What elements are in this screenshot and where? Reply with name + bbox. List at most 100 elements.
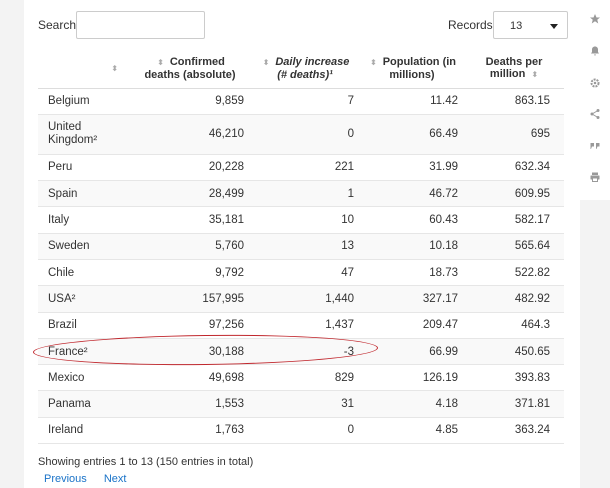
cell-population: 4.18: [360, 390, 464, 418]
cell-deaths-per-million: 522.82: [464, 259, 564, 287]
cell-confirmed-deaths: 20,228: [130, 154, 250, 182]
cell-confirmed-deaths: 5,760: [130, 233, 250, 260]
cell-confirmed-deaths: 1,553: [130, 390, 250, 418]
table-toolbar: Search: Records: 13: [38, 11, 580, 39]
table-row: Sweden 5,760 13 10.18 565.64: [38, 233, 564, 260]
cell-population: 10.18: [360, 233, 464, 260]
statistics-card: Search: Records: 13 ⬍ ⬍ Confirmed deaths …: [24, 0, 580, 488]
cell-country: USA²: [38, 285, 130, 313]
cell-country: Brazil: [38, 312, 130, 339]
column-header-daily-increase[interactable]: ⬍ Daily increase (# deaths)¹: [250, 50, 360, 89]
gear-icon[interactable]: [582, 70, 608, 96]
table-row: Spain 28,499 1 46.72 609.95: [38, 180, 564, 208]
bell-icon[interactable]: [582, 38, 608, 64]
cell-population: 31.99: [360, 154, 464, 182]
cell-confirmed-deaths: 46,210: [130, 114, 250, 155]
sort-arrows-icon: ⬍: [262, 58, 270, 68]
cell-population: 18.73: [360, 259, 464, 287]
cell-deaths-per-million: 482.92: [464, 285, 564, 313]
table-row: Mexico 49,698 829 126.19 393.83: [38, 364, 564, 392]
cell-daily-increase: 1,440: [250, 285, 360, 313]
cell-country: Belgium: [38, 88, 130, 115]
cell-daily-increase: 31: [250, 390, 360, 418]
cell-country: Italy: [38, 206, 130, 234]
cell-deaths-per-million: 393.83: [464, 364, 564, 392]
table-row: Belgium 9,859 7 11.42 863.15: [38, 88, 564, 115]
table-header-row: ⬍ ⬍ Confirmed deaths (absolute) ⬍ Daily in…: [38, 50, 564, 89]
cell-country: Panama: [38, 390, 130, 418]
cell-population: 66.49: [360, 114, 464, 155]
cell-country: Peru: [38, 154, 130, 182]
table-row: Italy 35,181 10 60.43 582.17: [38, 206, 564, 234]
cell-confirmed-deaths: 35,181: [130, 206, 250, 234]
cell-country: France²: [38, 338, 130, 366]
cell-country: Spain: [38, 180, 130, 208]
column-header-deaths-per-million[interactable]: Deaths per million ⬍: [464, 50, 564, 89]
star-icon[interactable]: [582, 6, 608, 32]
cell-population: 66.99: [360, 338, 464, 366]
cell-deaths-per-million: 609.95: [464, 180, 564, 208]
previous-link[interactable]: Previous: [44, 473, 87, 485]
table-row: Brazil 97,256 1,437 209.47 464.3: [38, 312, 564, 339]
cell-country: Chile: [38, 259, 130, 287]
cell-daily-increase: 0: [250, 114, 360, 155]
cell-deaths-per-million: 565.64: [464, 233, 564, 260]
pagination: Previous Next: [44, 473, 140, 485]
sort-arrows-icon: ⬍: [531, 70, 539, 80]
table-row: Panama 1,553 31 4.18 371.81: [38, 390, 564, 418]
data-table: ⬍ ⬍ Confirmed deaths (absolute) ⬍ Daily in…: [38, 50, 564, 445]
search-input[interactable]: [76, 11, 205, 39]
cell-population: 327.17: [360, 285, 464, 313]
table-row: Ireland 1,763 0 4.85 363.24: [38, 417, 564, 445]
cell-confirmed-deaths: 9,792: [130, 259, 250, 287]
table-row: USA² 157,995 1,440 327.17 482.92: [38, 285, 564, 313]
cell-country: United Kingdom²: [38, 114, 130, 155]
cell-country: Mexico: [38, 364, 130, 392]
table-row: France² 30,188 -3 66.99 450.65: [38, 338, 564, 366]
cell-confirmed-deaths: 30,188: [130, 338, 250, 366]
cell-confirmed-deaths: 1,763: [130, 417, 250, 445]
cell-deaths-per-million: 464.3: [464, 312, 564, 339]
cell-country: Sweden: [38, 233, 130, 260]
cell-confirmed-deaths: 9,859: [130, 88, 250, 115]
cell-daily-increase: 221: [250, 154, 360, 182]
cell-daily-increase: 1: [250, 180, 360, 208]
cell-daily-increase: -3: [250, 338, 360, 366]
next-link[interactable]: Next: [103, 473, 127, 485]
cell-daily-increase: 13: [250, 233, 360, 260]
cell-confirmed-deaths: 49,698: [130, 364, 250, 392]
cell-confirmed-deaths: 28,499: [130, 180, 250, 208]
cell-country: Ireland: [38, 417, 130, 445]
search-label: Search:: [38, 18, 80, 32]
cell-population: 60.43: [360, 206, 464, 234]
column-header-confirmed-deaths[interactable]: ⬍ Confirmed deaths (absolute): [130, 50, 250, 89]
table-row: Peru 20,228 221 31.99 632.34: [38, 154, 564, 182]
sort-arrows-icon: ⬍: [157, 58, 164, 68]
records-label: Records:: [448, 18, 497, 32]
cell-deaths-per-million: 582.17: [464, 206, 564, 234]
share-icon[interactable]: [582, 101, 608, 127]
cell-deaths-per-million: 363.24: [464, 417, 564, 445]
records-value: 13: [510, 20, 523, 32]
cell-daily-increase: 1,437: [250, 312, 360, 339]
table-body: Belgium 9,859 7 11.42 863.15 United Kingdom² 4…: [38, 88, 564, 445]
cell-deaths-per-million: 632.34: [464, 154, 564, 182]
cell-population: 46.72: [360, 180, 464, 208]
entries-summary: Showing entries 1 to 13 (150 entries in …: [38, 456, 254, 468]
cell-daily-increase: 10: [250, 206, 360, 234]
print-icon[interactable]: [582, 164, 608, 190]
cell-population: 11.42: [360, 88, 464, 115]
column-header-population[interactable]: ⬍ Population (in millions): [360, 50, 464, 89]
cell-deaths-per-million: 371.81: [464, 390, 564, 418]
table-row: United Kingdom² 46,210 0 66.49 695: [38, 114, 564, 155]
table-row: Chile 9,792 47 18.73 522.82: [38, 259, 564, 287]
column-header-country[interactable]: ⬍: [38, 50, 130, 89]
cell-population: 126.19: [360, 364, 464, 392]
sort-arrows-icon: ⬍: [111, 64, 118, 74]
quote-icon[interactable]: [582, 133, 608, 159]
cell-daily-increase: 829: [250, 364, 360, 392]
cell-population: 4.85: [360, 417, 464, 445]
records-select[interactable]: 13: [493, 11, 568, 39]
cell-deaths-per-million: 863.15: [464, 88, 564, 115]
sort-arrows-icon: ⬍: [369, 58, 377, 68]
